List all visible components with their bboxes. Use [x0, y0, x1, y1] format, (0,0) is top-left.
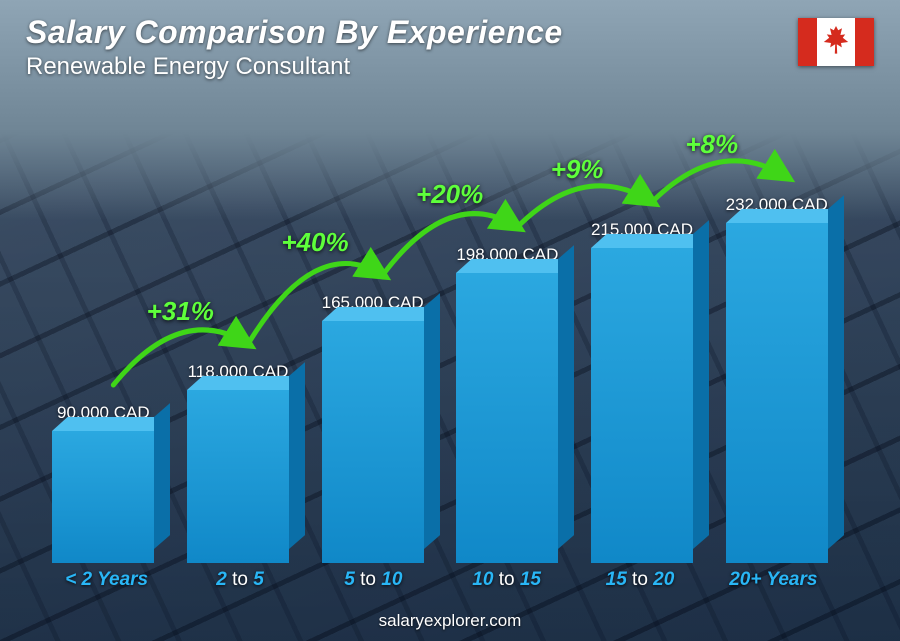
bars-container: 90,000 CAD118,000 CAD165,000 CAD198,000 …	[40, 105, 840, 563]
percent-increase-label: +31%	[147, 296, 214, 327]
header: Salary Comparison By Experience Renewabl…	[26, 14, 563, 81]
x-axis-label: < 2 Years	[40, 569, 173, 591]
page-subtitle: Renewable Energy Consultant	[26, 53, 563, 81]
x-axis-label: 15 to 20	[573, 569, 706, 591]
bar-col: 198,000 CAD	[444, 245, 571, 563]
percent-increase-label: +9%	[551, 154, 604, 185]
bar	[322, 321, 424, 563]
bar-col: 215,000 CAD	[579, 220, 706, 563]
x-axis-label: 5 to 10	[307, 569, 440, 591]
bar	[726, 223, 828, 563]
salary-bar-chart: 90,000 CAD118,000 CAD165,000 CAD198,000 …	[40, 105, 840, 591]
canada-flag-icon	[798, 18, 874, 66]
bar	[187, 390, 289, 563]
bar-col: 232,000 CAD	[713, 195, 840, 563]
bar	[456, 273, 558, 563]
bar	[52, 431, 154, 563]
x-axis-label: 10 to 15	[440, 569, 573, 591]
bar	[591, 248, 693, 563]
bar-col: 165,000 CAD	[309, 293, 436, 563]
x-axis-label: 20+ Years	[707, 569, 840, 591]
bar-col: 90,000 CAD	[40, 403, 167, 563]
x-axis-label: 2 to 5	[173, 569, 306, 591]
bar-col: 118,000 CAD	[175, 362, 302, 563]
percent-increase-label: +20%	[416, 179, 483, 210]
page-title: Salary Comparison By Experience	[26, 14, 563, 51]
percent-increase-label: +40%	[281, 227, 348, 258]
x-axis-labels: < 2 Years2 to 55 to 1010 to 1515 to 2020…	[40, 569, 840, 591]
percent-increase-label: +8%	[685, 129, 738, 160]
footer-attribution: salaryexplorer.com	[0, 611, 900, 631]
